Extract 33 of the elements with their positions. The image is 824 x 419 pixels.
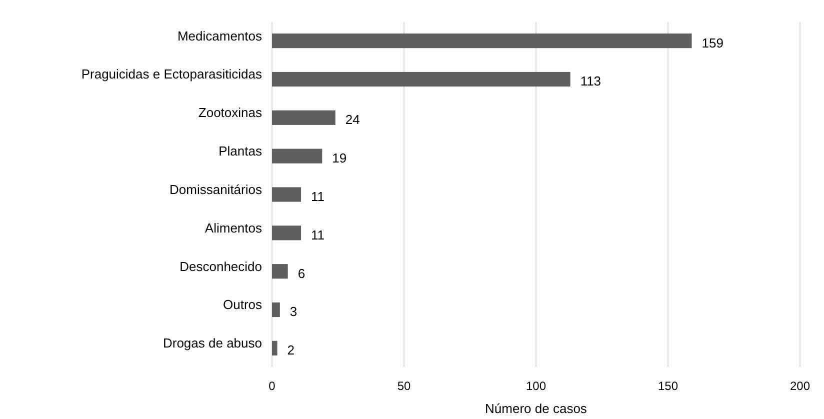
data-label: 159 (702, 35, 724, 50)
y-tick-label: Praguicidas e Ectoparasiticidas (81, 66, 262, 82)
y-tick-label: Medicamentos (177, 28, 262, 44)
x-axis-title: Número de casos (485, 401, 588, 416)
data-label: 19 (332, 150, 347, 166)
y-tick-label: Alimentos (204, 220, 262, 236)
bar (272, 226, 302, 240)
x-tick-label: 150 (658, 379, 678, 393)
data-label: 6 (298, 266, 306, 281)
data-label: 2 (287, 342, 295, 358)
data-label: 11 (311, 188, 325, 204)
bar (272, 302, 280, 318)
y-tick-label: Drogas de abuso (162, 336, 262, 351)
bar (272, 340, 278, 356)
bar (272, 264, 288, 279)
y-tick-label: Plantas (218, 144, 262, 159)
bar (272, 34, 692, 48)
x-tick-label: 200 (790, 379, 810, 393)
y-tick-label: Desconhecido (180, 258, 262, 274)
y-tick-label: Outros (222, 297, 262, 312)
y-tick-label: Zootoxinas (198, 105, 262, 120)
y-tick-label: Domissanitários (170, 182, 262, 197)
bar (272, 72, 570, 87)
x-tick-label: 0 (268, 379, 276, 393)
data-label: 11 (311, 227, 325, 242)
bar (272, 110, 336, 125)
x-tick-label: 50 (397, 379, 411, 393)
data-label: 24 (345, 112, 360, 128)
bar (272, 148, 322, 164)
x-tick-label: 100 (526, 379, 546, 393)
bar (272, 187, 302, 202)
data-label: 3 (290, 304, 298, 320)
data-label: 113 (580, 74, 602, 89)
